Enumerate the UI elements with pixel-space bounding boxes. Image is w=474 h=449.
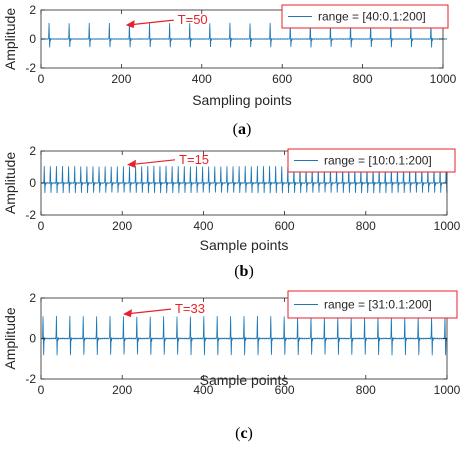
x-tick-label: 400 — [193, 219, 213, 233]
x-tick-label: 1000 — [434, 383, 461, 397]
annotation: T=50 — [125, 12, 208, 29]
annotation-label: T=33 — [175, 301, 205, 316]
annotation-arrow-head — [125, 20, 135, 29]
x-tick-label: 800 — [356, 383, 376, 397]
x-tick-label: 0 — [38, 219, 45, 233]
signal-line-a — [40, 22, 448, 48]
x-tick-label: 200 — [112, 383, 132, 397]
x-tick-label: 600 — [275, 383, 295, 397]
subfigure-label: (c) — [235, 425, 253, 442]
legend: range = [10:0.1:200] — [287, 148, 456, 173]
x-tick-label: 0 — [38, 72, 45, 86]
x-tick-label: 200 — [112, 219, 132, 233]
x-tick-label: 200 — [111, 72, 131, 86]
annotation-label: T=50 — [178, 12, 208, 27]
y-tick-label: 2 — [29, 291, 36, 305]
y-tick-label: 2 — [29, 3, 36, 17]
x-tick-label: 1000 — [430, 72, 457, 86]
x-tick-label: 600 — [272, 72, 292, 86]
annotation-label: T=15 — [179, 152, 209, 167]
legend-box — [287, 148, 456, 173]
annotation-arrow-head — [127, 159, 137, 168]
legend-box — [281, 4, 449, 29]
annotation: T=33 — [122, 301, 205, 318]
x-tick-label: 1000 — [434, 219, 461, 233]
y-tick-label: 0 — [29, 332, 36, 346]
legend-entry: range = [10:0.1:200] — [324, 154, 432, 168]
x-axis-label: Sample points — [200, 237, 289, 253]
x-axis-label: Sample points — [200, 372, 289, 388]
x-axis-label: Sampling points — [192, 92, 292, 108]
annotation-arrow-line — [128, 308, 172, 315]
x-tick-label: 400 — [193, 383, 213, 397]
y-tick-label: 2 — [29, 144, 36, 158]
annotation-arrow-line — [132, 159, 176, 165]
subfigure-label: (a) — [233, 121, 252, 138]
y-axis-label: Amplitude — [2, 8, 18, 70]
y-axis-label: Amplitude — [2, 152, 18, 214]
legend: range = [40:0.1:200] — [281, 4, 449, 29]
x-tick-label: 800 — [353, 72, 373, 86]
subfigure-label: (b) — [234, 263, 254, 280]
signal-line-c — [40, 315, 448, 356]
x-tick-label: 0 — [38, 383, 45, 397]
x-tick-label: 400 — [192, 72, 212, 86]
y-tick-label: -2 — [25, 61, 36, 75]
y-axis-label: Amplitude — [2, 307, 18, 369]
annotation-arrow-line — [131, 19, 174, 26]
y-tick-label: 0 — [29, 32, 36, 46]
x-tick-label: 800 — [356, 219, 376, 233]
legend-entry: range = [40:0.1:200] — [318, 10, 426, 24]
y-tick-label: -2 — [25, 372, 36, 386]
legend-entry: range = [31:0.1:200] — [324, 298, 432, 312]
x-tick-label: 600 — [275, 219, 295, 233]
annotation: T=15 — [127, 152, 209, 168]
y-tick-label: 0 — [29, 176, 36, 190]
legend: range = [31:0.1:200] — [287, 290, 458, 319]
y-tick-label: -2 — [25, 208, 36, 222]
annotation-arrow-head — [122, 309, 132, 318]
